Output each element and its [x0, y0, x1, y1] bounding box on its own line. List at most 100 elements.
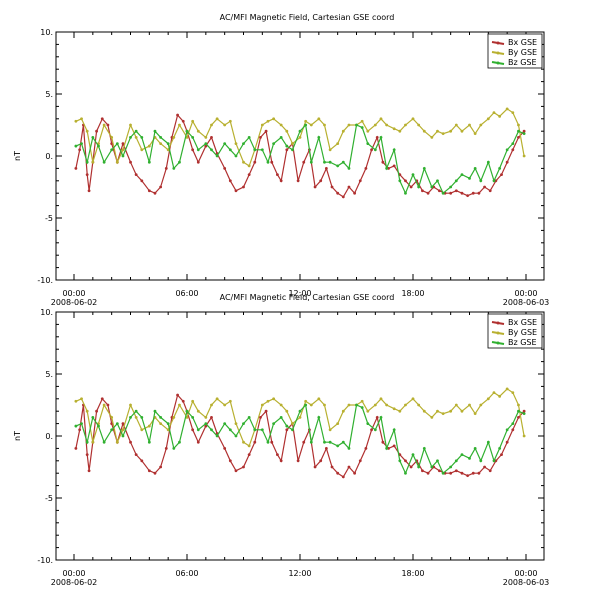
data-point-by-gse — [191, 119, 195, 123]
data-point-bx-gse — [364, 167, 368, 170]
data-point-bz-gse — [441, 191, 445, 195]
plot-frame — [55, 31, 545, 281]
data-point-by-gse — [147, 424, 151, 428]
data-point-bx-gse — [164, 447, 168, 450]
data-point-bx-gse — [159, 465, 163, 469]
data-point-bx-gse — [210, 136, 213, 139]
data-point-by-gse — [441, 132, 445, 136]
data-point-bx-gse — [223, 167, 227, 170]
data-point-bx-gse — [95, 129, 98, 133]
data-point-bx-gse — [279, 179, 283, 183]
data-point-bz-gse — [185, 409, 189, 413]
data-point-by-gse — [102, 403, 106, 407]
data-point-bx-gse — [181, 399, 185, 403]
data-point-bz-gse — [454, 179, 458, 183]
y-tick-label: 10. — [40, 28, 53, 37]
data-point-by-gse — [204, 416, 208, 419]
data-point-bx-gse — [460, 191, 464, 195]
data-point-bx-gse — [242, 465, 245, 469]
data-point-bx-gse — [370, 148, 373, 152]
data-point-bz-gse — [253, 428, 257, 432]
data-point-bx-gse — [449, 471, 453, 475]
data-point-by-gse — [422, 409, 426, 413]
data-point-bx-gse — [129, 440, 132, 444]
x-tick-label: 00:00 — [62, 569, 85, 578]
data-point-bz-gse — [473, 447, 477, 450]
data-point-bx-gse — [505, 440, 509, 444]
data-point-bz-gse — [385, 447, 389, 450]
data-point-by-gse — [85, 129, 89, 133]
data-point-by-gse — [279, 403, 283, 407]
data-point-bx-gse — [223, 447, 227, 450]
data-point-bz-gse — [460, 173, 464, 177]
data-point-bz-gse — [392, 148, 396, 152]
data-point-bz-gse — [505, 428, 509, 432]
chart-title: AC/MFI Magnetic Field, Cartesian GSE coo… — [220, 293, 395, 302]
data-point-bx-gse — [264, 409, 268, 413]
data-point-bx-gse — [129, 160, 132, 164]
data-point-bx-gse — [106, 403, 110, 407]
legend-marker — [496, 331, 500, 335]
data-point-by-gse — [134, 136, 138, 139]
data-point-bz-gse — [147, 440, 151, 444]
data-point-by-gse — [80, 397, 83, 401]
data-point-bz-gse — [404, 471, 407, 475]
data-point-bz-gse — [449, 465, 453, 469]
data-point-bx-gse — [505, 160, 509, 164]
data-point-by-gse — [486, 117, 490, 121]
data-point-by-gse — [449, 129, 453, 133]
data-point-bz-gse — [247, 416, 251, 419]
data-point-by-gse — [360, 119, 364, 123]
data-point-bz-gse — [153, 129, 157, 133]
data-point-by-gse — [210, 403, 213, 407]
data-point-bx-gse — [74, 167, 78, 170]
data-point-bx-gse — [421, 189, 424, 193]
data-point-bx-gse — [341, 475, 345, 479]
data-point-by-gse — [247, 164, 251, 168]
data-point-by-gse — [110, 416, 114, 419]
data-point-by-gse — [260, 403, 264, 407]
data-point-bz-gse — [234, 434, 238, 438]
data-point-by-gse — [304, 119, 308, 123]
data-point-bz-gse — [115, 422, 119, 425]
data-point-bx-gse — [392, 444, 396, 448]
data-point-bz-gse — [517, 129, 520, 133]
data-point-bz-gse — [178, 440, 181, 444]
data-point-bx-gse — [454, 469, 458, 473]
data-point-bx-gse — [381, 160, 385, 164]
data-point-bx-gse — [134, 453, 138, 456]
data-point-bx-gse — [87, 469, 91, 473]
data-point-by-gse — [309, 403, 313, 407]
data-point-bx-gse — [196, 160, 200, 164]
series-line-bx-gse — [75, 393, 525, 478]
data-point-by-gse — [317, 117, 321, 121]
data-point-by-gse — [140, 428, 144, 432]
data-point-bx-gse — [140, 459, 144, 463]
data-point-bz-gse — [298, 129, 302, 133]
data-point-bx-gse — [228, 459, 232, 463]
data-point-bx-gse — [140, 179, 144, 183]
data-point-bx-gse — [296, 459, 300, 463]
data-point-bz-gse — [422, 447, 426, 450]
legend-marker — [496, 51, 500, 55]
data-point-bz-gse — [317, 416, 321, 419]
data-point-bx-gse — [466, 474, 470, 478]
data-point-bx-gse — [285, 428, 289, 432]
data-point-bx-gse — [106, 123, 110, 127]
data-point-bz-gse — [266, 160, 270, 164]
data-point-by-gse — [505, 387, 509, 391]
x-tick-label: 12:00 — [288, 569, 311, 578]
data-point-bx-gse — [522, 129, 526, 133]
data-point-bx-gse — [313, 185, 317, 189]
data-point-bz-gse — [486, 440, 490, 444]
data-point-bz-gse — [479, 179, 483, 183]
data-point-by-gse — [298, 136, 302, 139]
chart-title: AC/MFI Magnetic Field, Cartesian GSE coo… — [220, 13, 395, 22]
data-point-bz-gse — [360, 126, 364, 129]
data-point-by-gse — [454, 123, 458, 127]
data-point-by-gse — [210, 123, 213, 127]
data-point-bz-gse — [291, 148, 294, 152]
data-point-bx-gse — [242, 185, 245, 189]
data-point-bz-gse — [505, 148, 509, 152]
data-point-bz-gse — [468, 456, 471, 460]
